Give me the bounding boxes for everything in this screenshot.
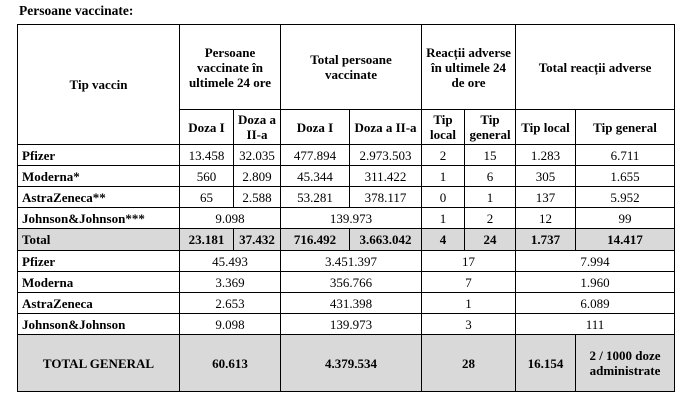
rate-cell: 2 / 1000 doze administrate (575, 334, 676, 392)
cell: 13.458 (179, 144, 234, 166)
header-tip-local-total: Tip local (515, 109, 577, 145)
cell: 3.451.397 (279, 250, 423, 272)
cell: 28 (421, 334, 517, 392)
cell: 1 (421, 165, 466, 187)
cell: 560 (179, 165, 234, 187)
cell: 9.098 (179, 313, 281, 335)
cell: 60.613 (179, 334, 281, 392)
cell: 305 (515, 165, 577, 187)
header-doza-1-total: Doza I (280, 109, 350, 145)
cell: 45.344 (280, 165, 350, 187)
cell: 14.417 (575, 228, 676, 251)
cell: 3.369 (179, 271, 281, 293)
cell: 45.493 (179, 250, 281, 272)
vaccine-name: Moderna* (17, 165, 180, 187)
summary-row: AstraZeneca 2.653 431.398 1 6.089 (17, 292, 676, 314)
cell: 716.492 (280, 228, 350, 251)
cell: 1.737 (515, 228, 577, 251)
cell: 1 (421, 292, 517, 314)
summary-row: Moderna 3.369 356.766 7 1.960 (17, 271, 676, 293)
vaccine-name: Moderna (17, 271, 180, 293)
cell: 1.960 (515, 271, 676, 293)
header-row-sub: Doza I Doza a II-a Doza I Doza a II-a Ti… (18, 109, 676, 145)
header-doza-2-total: Doza a II-a (348, 109, 423, 145)
cell: 1 (464, 186, 517, 208)
vaccine-name: Pfizer (17, 250, 180, 272)
cell: 2 (464, 207, 517, 229)
cell: 5.952 (575, 186, 676, 208)
vaccine-name: AstraZeneca** (17, 186, 180, 208)
vaccination-table: Tip vaccin Persoane vaccinate în ultimel… (17, 24, 676, 392)
cell: 137 (515, 186, 577, 208)
cell: 7 (421, 271, 517, 293)
table-row: Johnson&Johnson*** 9.098 139.973 1 2 12 … (17, 207, 676, 229)
cell: 3 (421, 313, 517, 335)
header-tip-general-total: Tip general (575, 109, 676, 145)
cell: 311.422 (348, 165, 423, 187)
cell: 37.432 (233, 228, 281, 251)
cell: 139.973 (279, 207, 423, 229)
vaccine-name: Johnson&Johnson*** (17, 207, 180, 229)
cell: 6 (464, 165, 517, 187)
cell: 356.766 (279, 271, 423, 293)
cell: 16.154 (515, 334, 577, 392)
total-general-label: TOTAL GENERAL (17, 334, 180, 392)
total-row: Total 23.181 37.432 716.492 3.663.042 4 … (17, 228, 676, 251)
cell: 99 (575, 207, 676, 229)
cell: 4.379.534 (279, 334, 423, 392)
cell: 53.281 (280, 186, 350, 208)
cell: 2.653 (179, 292, 281, 314)
vaccine-name: Pfizer (17, 144, 180, 166)
summary-row: Pfizer 45.493 3.451.397 17 7.994 (17, 250, 676, 272)
header-total-reactii: Total reacții adverse (515, 24, 676, 110)
header-tip-general-24: Tip general (464, 109, 517, 145)
table-row: AstraZeneca** 65 2.588 53.281 378.117 0 … (17, 186, 676, 208)
header-doza-1: Doza I (179, 109, 234, 145)
cell: 7.994 (515, 250, 676, 272)
header-doza-2: Doza a II-a (233, 109, 281, 145)
cell: 111 (515, 313, 676, 335)
header-row-top: Tip vaccin Persoane vaccinate în ultimel… (17, 24, 676, 145)
cell: 139.973 (279, 313, 423, 335)
header-tip-vaccin: Tip vaccin (17, 24, 180, 145)
cell: 32.035 (233, 144, 281, 166)
cell: 65 (179, 186, 234, 208)
cell: 1.283 (515, 144, 577, 166)
cell: 23.181 (179, 228, 234, 251)
cell: 6.711 (575, 144, 676, 166)
header-reactii-24h: Reacții adverse în ultimele 24 de ore (421, 24, 517, 110)
cell: 9.098 (179, 207, 281, 229)
header-tip-local-24: Tip local (421, 109, 466, 145)
cell: 15 (464, 144, 517, 166)
cell: 4 (421, 228, 466, 251)
cell: 477.894 (280, 144, 350, 166)
cell: 2.809 (233, 165, 281, 187)
total-label: Total (17, 228, 180, 251)
header-persoane-24h: Persoane vaccinate în ultimele 24 ore (179, 24, 281, 110)
table-caption: Persoane vaccinate: (19, 3, 134, 18)
total-general-row: TOTAL GENERAL 60.613 4.379.534 28 16.154… (17, 334, 676, 392)
cell: 17 (421, 250, 517, 272)
cell: 6.089 (515, 292, 676, 314)
table-row: Pfizer 13.458 32.035 477.894 2.973.503 2… (17, 144, 676, 166)
cell: 3.663.042 (348, 228, 423, 251)
cell: 12 (515, 207, 577, 229)
cell: 2.973.503 (348, 144, 423, 166)
summary-row: Johnson&Johnson 9.098 139.973 3 111 (17, 313, 676, 335)
cell: 1.655 (575, 165, 676, 187)
cell: 378.117 (348, 186, 423, 208)
header-total-persoane: Total persoane vaccinate (279, 24, 423, 110)
cell: 24 (464, 228, 517, 251)
cell: 1 (421, 207, 466, 229)
cell: 2 (421, 144, 466, 166)
vaccine-name: AstraZeneca (17, 292, 180, 314)
cell: 431.398 (279, 292, 423, 314)
cell: 2.588 (233, 186, 281, 208)
cell: 0 (421, 186, 466, 208)
vaccine-name: Johnson&Johnson (17, 313, 180, 335)
table-row: Moderna* 560 2.809 45.344 311.422 1 6 30… (17, 165, 676, 187)
